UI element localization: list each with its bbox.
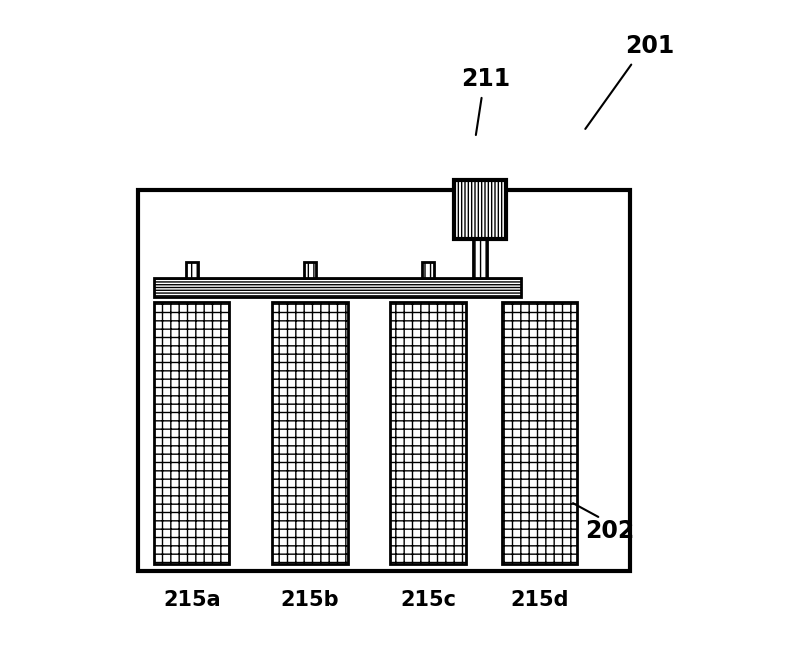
Bar xyxy=(422,262,434,278)
Bar xyxy=(454,180,506,239)
Bar xyxy=(154,302,230,564)
Bar xyxy=(502,302,577,564)
Text: 215c: 215c xyxy=(400,590,456,610)
Bar xyxy=(390,302,466,564)
Bar xyxy=(138,190,630,571)
Bar xyxy=(474,239,486,278)
Bar xyxy=(154,278,522,297)
Text: 202: 202 xyxy=(586,520,634,543)
Bar xyxy=(186,262,198,278)
Bar xyxy=(272,302,347,564)
Bar xyxy=(304,262,316,278)
Text: 211: 211 xyxy=(461,67,510,91)
Text: 215b: 215b xyxy=(281,590,339,610)
Text: 201: 201 xyxy=(625,34,674,58)
Text: 215d: 215d xyxy=(510,590,569,610)
Text: 215a: 215a xyxy=(163,590,221,610)
